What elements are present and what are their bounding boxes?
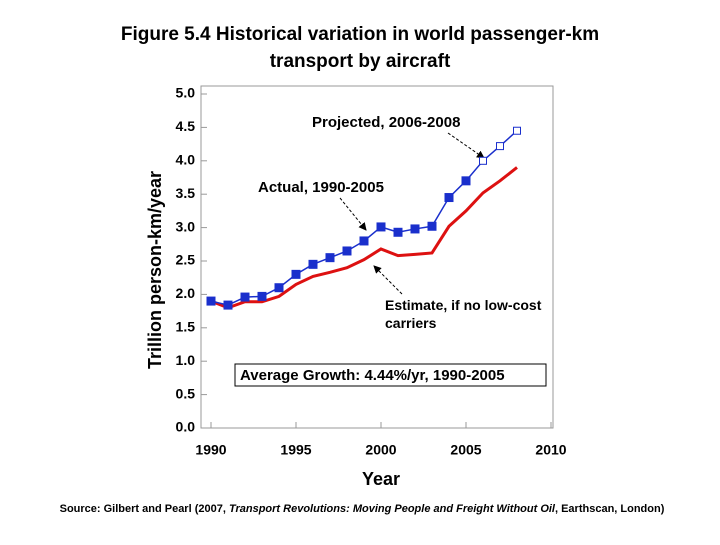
y-tick-label: 0.5 — [176, 385, 196, 401]
data-point — [410, 224, 420, 234]
x-tick-label: 1990 — [195, 442, 226, 458]
data-point — [376, 222, 386, 232]
data-point — [444, 193, 454, 203]
y-tick-label: 5.0 — [176, 85, 196, 101]
data-point — [274, 283, 284, 293]
data-point — [393, 227, 403, 237]
y-axis-label: Trillion person-km/year — [145, 171, 165, 369]
source-text: Source: Gilbert and Pearl (2007, — [60, 503, 229, 515]
data-point — [461, 176, 471, 186]
data-point — [206, 296, 216, 306]
annotation-label: Actual, 1990-2005 — [258, 179, 384, 196]
data-point — [479, 156, 487, 165]
y-tick-label: 0.0 — [176, 419, 196, 435]
annotation-box — [234, 363, 547, 387]
data-point — [513, 126, 521, 135]
x-tick-label: 1995 — [280, 442, 311, 458]
annotation-label: Projected, 2006-2008 — [312, 114, 460, 131]
data-point — [257, 291, 267, 301]
arrow — [339, 197, 367, 231]
y-tick-label: 4.0 — [176, 152, 196, 168]
annotation: Average Growth: 4.44%/yr, 1990-2005 — [240, 367, 505, 384]
arrow — [447, 132, 485, 159]
data-point — [427, 221, 437, 231]
annotation-label: Estimate, if no low-cost carriers — [385, 297, 542, 331]
chart-title: Figure 5.4 Historical variation in world… — [121, 24, 599, 45]
data-point — [325, 253, 335, 263]
data-point — [291, 269, 301, 279]
y-tick-label: 3.0 — [176, 218, 196, 234]
chart-title: transport by aircraft — [270, 51, 451, 72]
x-axis-label: Year — [362, 469, 400, 489]
data-point — [496, 142, 504, 151]
arrow — [373, 265, 403, 295]
y-tick-label: 3.5 — [176, 185, 196, 201]
x-tick-label: 2010 — [535, 442, 566, 458]
x-tick-label: 2005 — [450, 442, 481, 458]
data-point — [240, 292, 250, 302]
series-line — [210, 180, 467, 306]
source-text: , Earthscan, London) — [555, 503, 665, 515]
plot-frame — [200, 85, 554, 429]
y-tick-label: 2.5 — [176, 252, 196, 268]
source-note: Source: Gilbert and Pearl (2007, Transpo… — [60, 503, 665, 515]
y-tick-label: 1.0 — [176, 352, 196, 368]
data-point — [308, 259, 318, 269]
x-tick-label: 2000 — [365, 442, 396, 458]
annotation-box: Estimate, if no low-cost carriers — [385, 297, 542, 331]
data-point — [359, 236, 369, 246]
y-tick-label: 1.5 — [176, 319, 196, 335]
series-line — [210, 166, 518, 310]
source-text: Transport Revolutions: Moving People and… — [229, 503, 556, 515]
data-point — [342, 246, 352, 256]
y-tick-label: 2.0 — [176, 285, 196, 301]
y-tick-label: 4.5 — [176, 118, 196, 134]
data-point — [223, 300, 233, 310]
